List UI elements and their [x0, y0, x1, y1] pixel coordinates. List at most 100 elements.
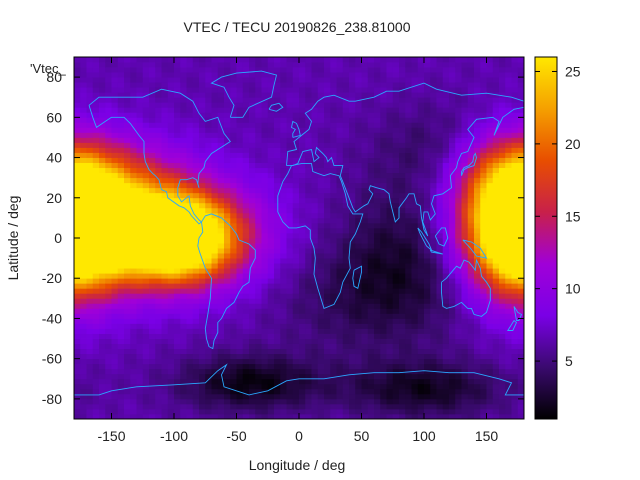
heatmap-cell — [267, 378, 275, 385]
heatmap-cell — [330, 227, 337, 234]
heatmap-cell — [280, 338, 287, 344]
heatmap-cell — [336, 167, 344, 174]
heatmap-cell — [436, 358, 444, 365]
heatmap-cell — [99, 348, 106, 355]
heatmap-cell — [486, 222, 494, 229]
heatmap-cell — [392, 87, 400, 93]
heatmap-cell — [305, 288, 312, 294]
heatmap-cell — [449, 82, 456, 88]
heatmap-cell — [167, 323, 175, 329]
heatmap-cell — [117, 238, 125, 244]
heatmap-cell — [311, 202, 319, 209]
heatmap-cell — [317, 343, 325, 350]
heatmap-cell — [99, 162, 106, 169]
heatmap-cell — [355, 398, 362, 405]
heatmap-cell — [80, 403, 87, 410]
heatmap-cell — [367, 57, 375, 63]
heatmap-cell — [111, 127, 119, 133]
heatmap-cell — [311, 222, 319, 229]
heatmap-cell — [242, 263, 250, 269]
heatmap-cell — [336, 92, 344, 98]
heatmap-cell — [492, 87, 500, 93]
heatmap-cell — [299, 182, 306, 189]
heatmap-cell — [124, 318, 131, 324]
heatmap-cell — [424, 273, 431, 279]
heatmap-cell — [286, 318, 294, 324]
heatmap-cell — [336, 222, 344, 229]
heatmap-cell — [336, 298, 344, 304]
heatmap-cell — [99, 132, 106, 138]
heatmap-cell — [124, 303, 131, 309]
heatmap-cell — [467, 263, 475, 269]
heatmap-cell — [324, 248, 331, 254]
heatmap-cell — [330, 167, 337, 174]
heatmap-cell — [499, 268, 506, 274]
heatmap-cell — [411, 283, 419, 289]
heatmap-cell — [261, 293, 269, 299]
heatmap-cell — [505, 278, 512, 284]
heatmap-cell — [299, 283, 306, 289]
heatmap-cell — [299, 343, 306, 350]
heatmap-cell — [349, 217, 356, 224]
heatmap-cell — [161, 403, 169, 410]
heatmap-cell — [411, 298, 419, 304]
heatmap-cell — [80, 142, 87, 148]
heatmap-cell — [492, 142, 500, 148]
heatmap-cell — [455, 253, 462, 259]
heatmap-cell — [117, 217, 125, 224]
heatmap-cell — [286, 313, 294, 319]
heatmap-cell — [380, 157, 387, 163]
heatmap-cell — [174, 217, 181, 224]
heatmap-cell — [442, 403, 450, 410]
heatmap-cell — [305, 348, 312, 355]
heatmap-cell — [92, 222, 100, 229]
heatmap-cell — [499, 403, 506, 410]
heatmap-cell — [317, 373, 325, 380]
heatmap-cell — [405, 162, 412, 169]
heatmap-cell — [342, 227, 350, 234]
heatmap-cell — [492, 258, 500, 264]
heatmap-cell — [324, 293, 331, 299]
heatmap-cell — [130, 243, 137, 249]
heatmap-cell — [292, 383, 300, 390]
heatmap-cell — [180, 57, 187, 63]
heatmap-cell — [261, 77, 269, 83]
heatmap-cell — [292, 248, 300, 254]
heatmap-cell — [180, 323, 187, 329]
heatmap-cell — [461, 328, 469, 334]
heatmap-cell — [499, 172, 506, 179]
heatmap-cell — [111, 212, 119, 219]
heatmap-cell — [186, 167, 194, 174]
heatmap-cell — [155, 328, 162, 334]
heatmap-cell — [430, 273, 437, 279]
heatmap-cell — [242, 222, 250, 229]
heatmap-cell — [99, 127, 106, 133]
heatmap-cell — [217, 293, 225, 299]
heatmap-cell — [299, 323, 306, 329]
heatmap-cell — [380, 258, 387, 264]
heatmap-cell — [180, 127, 187, 133]
heatmap-cell — [242, 142, 250, 148]
heatmap-cell — [336, 378, 344, 385]
heatmap-cell — [392, 353, 400, 360]
heatmap-cell — [442, 207, 450, 214]
heatmap-cell — [105, 232, 112, 239]
heatmap-cell — [405, 127, 412, 133]
heatmap-cell — [255, 167, 262, 174]
heatmap-cell — [149, 323, 156, 329]
heatmap-cell — [255, 403, 262, 410]
heatmap-cell — [474, 238, 481, 244]
heatmap-cell — [186, 62, 194, 68]
heatmap-cell — [305, 248, 312, 254]
heatmap-cell — [205, 227, 212, 234]
heatmap-cell — [124, 177, 131, 184]
heatmap-cell — [405, 182, 412, 189]
heatmap-cell — [149, 222, 156, 229]
heatmap-cell — [499, 127, 506, 133]
heatmap-cell — [399, 142, 406, 148]
heatmap-cell — [374, 212, 381, 219]
heatmap-cell — [242, 303, 250, 309]
heatmap-cell — [255, 82, 262, 88]
heatmap-cell — [336, 358, 344, 365]
heatmap-cell — [374, 368, 381, 375]
